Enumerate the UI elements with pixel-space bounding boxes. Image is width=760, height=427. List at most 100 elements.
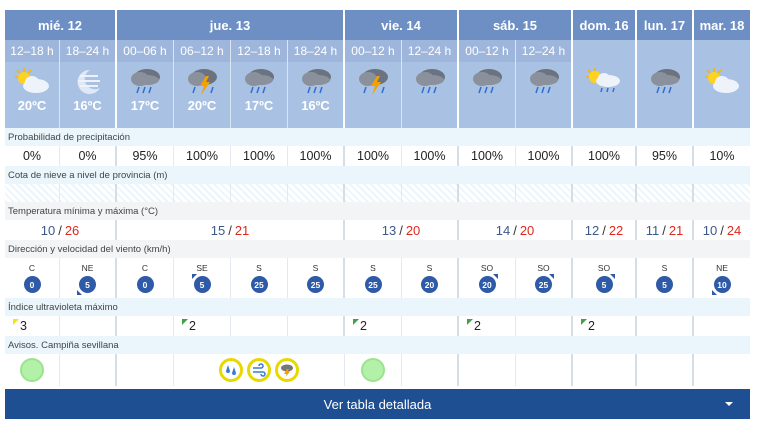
sky-cell xyxy=(516,62,573,128)
temp-separator: / xyxy=(662,222,666,238)
temp-min: 10 xyxy=(702,222,718,238)
aviso-cell xyxy=(60,354,117,386)
temp-max: 20 xyxy=(519,222,535,238)
detailed-table-button[interactable]: Ver tabla detallada xyxy=(5,389,750,419)
temp-min: 11 xyxy=(645,222,660,238)
wind-speed-badge: 25 xyxy=(307,276,324,293)
no-warning-icon[interactable] xyxy=(361,358,385,382)
sky-cell: 17ºC xyxy=(231,62,288,128)
wind-direction: S xyxy=(426,263,433,273)
precip-value: 100% xyxy=(174,146,231,166)
temp-range: 12/22 xyxy=(573,220,637,240)
uv-flag-icon xyxy=(353,319,359,325)
uv-cell xyxy=(402,316,459,336)
snow-cell xyxy=(516,184,573,202)
precip-label: Probabilidad de precipitación xyxy=(5,128,750,146)
period-header: 12–24 h xyxy=(516,40,573,62)
day-header[interactable]: jue. 13 xyxy=(117,10,345,40)
temp-max: 20 xyxy=(405,222,421,238)
sky-cell xyxy=(637,62,694,128)
storm-warning-icon[interactable] xyxy=(275,358,299,382)
sky-cell: 16ºC xyxy=(288,62,345,128)
temp-range: 14/20 xyxy=(459,220,573,240)
snow-cell xyxy=(231,184,288,202)
wind-direction: NE xyxy=(716,263,728,273)
sky-cell xyxy=(459,62,516,128)
temp-min: 15 xyxy=(210,222,226,238)
precip-value: 0% xyxy=(5,146,60,166)
wind-cell: NE 5 xyxy=(60,258,117,298)
rain-cloud-icon xyxy=(524,66,564,96)
temp-separator: / xyxy=(513,222,517,238)
aviso-cell xyxy=(694,354,750,386)
wind-speed: 20 xyxy=(482,279,492,290)
precip-value: 100% xyxy=(573,146,637,166)
wind-cell: SO 5 xyxy=(573,258,637,298)
uv-cell xyxy=(516,316,573,336)
period-header: 06–12 h xyxy=(174,40,231,62)
sky-temp: 17ºC xyxy=(244,98,274,113)
period-header: 00–06 h xyxy=(117,40,174,62)
wind-cell: NE 10 xyxy=(694,258,750,298)
rain-cloud-icon xyxy=(296,66,336,96)
sky-temp: 20ºC xyxy=(187,98,217,113)
wind-speed-badge: 5 xyxy=(191,274,211,293)
rain-warning-icon[interactable] xyxy=(219,358,243,382)
wind-direction: SO xyxy=(480,263,494,273)
wind-speed-badge: 5 xyxy=(595,274,615,293)
precip-value: 100% xyxy=(516,146,573,166)
temp-min: 13 xyxy=(381,222,397,238)
wind-arrow-icon xyxy=(609,274,615,279)
day-header[interactable]: mié. 12 xyxy=(5,10,117,40)
precip-value: 0% xyxy=(60,146,117,166)
temp-range: 15/21 xyxy=(117,220,345,240)
snow-cell xyxy=(288,184,345,202)
uv-value: 3 xyxy=(20,319,27,333)
period-header-row: 12–18 h 18–24 h 00–06 h 06–12 h 12–18 h 18–24… xyxy=(5,40,750,62)
wind-row: C 0 NE 5 C 0 SE 5 S 25 S 25 S 25 S 20 SO 20 SO 25 SO 5 S 5 NE 10 xyxy=(5,258,750,298)
temp-separator: / xyxy=(58,222,62,238)
period-header: 18–24 h xyxy=(288,40,345,62)
wind-direction: S xyxy=(370,263,376,273)
uv-cell: 3 xyxy=(5,316,60,336)
uv-cell: 2 xyxy=(459,316,516,336)
snow-row xyxy=(5,184,750,202)
snow-cell xyxy=(60,184,117,202)
wind-arrow-icon xyxy=(711,290,717,295)
day-header[interactable]: mar. 18 xyxy=(694,10,750,40)
detailed-table-label: Ver tabla detallada xyxy=(323,396,432,412)
rain-cloud-icon xyxy=(239,66,279,96)
day-header[interactable]: lun. 17 xyxy=(637,10,694,40)
wind-speed: 25 xyxy=(368,279,378,290)
wind-speed: 25 xyxy=(254,279,264,290)
temp-max: 21 xyxy=(668,222,684,238)
day-header[interactable]: dom. 16 xyxy=(573,10,637,40)
sky-state-row: 20ºC 16ºC 17ºC 20ºC 17ºC 16ºC xyxy=(5,62,750,128)
aviso-cell xyxy=(117,354,174,386)
no-warning-icon[interactable] xyxy=(20,358,44,382)
wind-warning-icon[interactable] xyxy=(247,358,271,382)
uv-cell: 2 xyxy=(345,316,402,336)
snow-cell xyxy=(573,184,637,202)
partly-cloudy-sun-icon xyxy=(702,66,742,96)
precip-value: 100% xyxy=(459,146,516,166)
wind-direction: C xyxy=(28,263,36,273)
temp-row: 10/26 15/21 13/20 14/20 12/22 11/21 10/24 xyxy=(5,220,750,240)
uv-value: 2 xyxy=(588,319,595,333)
uv-row: 3 2 2 2 2 xyxy=(5,316,750,336)
aviso-cell xyxy=(459,354,516,386)
wind-speed: 5 xyxy=(601,279,607,290)
uv-cell: 2 xyxy=(174,316,231,336)
aviso-cell xyxy=(637,354,694,386)
caret-down-icon xyxy=(725,402,733,406)
period-header: 12–18 h xyxy=(5,40,60,62)
wind-speed-badge: 10 xyxy=(711,276,731,295)
wind-speed: 0 xyxy=(29,279,35,290)
day-header[interactable]: vie. 14 xyxy=(345,10,459,40)
precip-value: 100% xyxy=(288,146,345,166)
day-header[interactable]: sáb. 15 xyxy=(459,10,573,40)
avisos-row xyxy=(5,354,750,386)
period-header: 12–18 h xyxy=(231,40,288,62)
partly-cloudy-sun-icon xyxy=(12,66,52,96)
precip-value: 100% xyxy=(231,146,288,166)
